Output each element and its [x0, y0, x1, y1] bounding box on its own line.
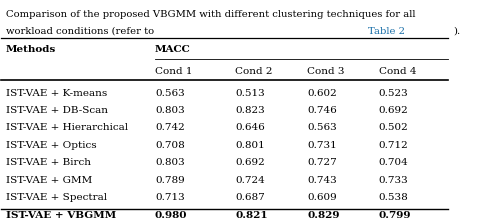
Text: 0.742: 0.742 [155, 124, 185, 133]
Text: 0.646: 0.646 [236, 124, 265, 133]
Text: Table 2: Table 2 [368, 27, 405, 36]
Text: 0.731: 0.731 [307, 141, 337, 150]
Text: 0.523: 0.523 [379, 89, 408, 98]
Text: 0.502: 0.502 [379, 124, 408, 133]
Text: 0.727: 0.727 [307, 158, 337, 167]
Text: 0.692: 0.692 [379, 106, 408, 115]
Text: 0.803: 0.803 [155, 158, 185, 167]
Text: 0.829: 0.829 [307, 211, 340, 220]
Text: 0.803: 0.803 [155, 106, 185, 115]
Text: 0.563: 0.563 [307, 124, 337, 133]
Text: 0.789: 0.789 [155, 176, 185, 185]
Text: 0.563: 0.563 [155, 89, 185, 98]
Text: Comparison of the proposed VBGMM with different clustering techniques for all: Comparison of the proposed VBGMM with di… [6, 10, 416, 19]
Text: 0.821: 0.821 [236, 211, 268, 220]
Text: 0.713: 0.713 [155, 193, 185, 202]
Text: 0.692: 0.692 [236, 158, 265, 167]
Text: Cond 1: Cond 1 [155, 67, 192, 76]
Text: IST-VAE + K-means: IST-VAE + K-means [6, 89, 107, 98]
Text: Cond 2: Cond 2 [236, 67, 273, 76]
Text: 0.609: 0.609 [307, 193, 337, 202]
Text: 0.538: 0.538 [379, 193, 408, 202]
Text: 0.602: 0.602 [307, 89, 337, 98]
Text: 0.746: 0.746 [307, 106, 337, 115]
Text: 0.712: 0.712 [379, 141, 408, 150]
Text: Methods: Methods [6, 45, 56, 54]
Text: 0.724: 0.724 [236, 176, 265, 185]
Text: 0.733: 0.733 [379, 176, 408, 185]
Text: IST-VAE + Birch: IST-VAE + Birch [6, 158, 91, 167]
Text: 0.799: 0.799 [379, 211, 411, 220]
Text: IST-VAE + GMM: IST-VAE + GMM [6, 176, 92, 185]
Text: workload conditions (refer to: workload conditions (refer to [6, 27, 157, 36]
Text: 0.801: 0.801 [236, 141, 265, 150]
Text: 0.687: 0.687 [236, 193, 265, 202]
Text: IST-VAE + Hierarchical: IST-VAE + Hierarchical [6, 124, 128, 133]
Text: 0.743: 0.743 [307, 176, 337, 185]
Text: 0.708: 0.708 [155, 141, 185, 150]
Text: ).: ). [453, 27, 460, 36]
Text: Cond 4: Cond 4 [379, 67, 416, 76]
Text: IST-VAE + Optics: IST-VAE + Optics [6, 141, 97, 150]
Text: IST-VAE + VBGMM: IST-VAE + VBGMM [6, 211, 116, 220]
Text: Cond 3: Cond 3 [307, 67, 345, 76]
Text: 0.980: 0.980 [155, 211, 188, 220]
Text: 0.823: 0.823 [236, 106, 265, 115]
Text: IST-VAE + DB-Scan: IST-VAE + DB-Scan [6, 106, 108, 115]
Text: 0.513: 0.513 [236, 89, 265, 98]
Text: MACC: MACC [155, 45, 191, 54]
Text: IST-VAE + Spectral: IST-VAE + Spectral [6, 193, 107, 202]
Text: 0.704: 0.704 [379, 158, 408, 167]
